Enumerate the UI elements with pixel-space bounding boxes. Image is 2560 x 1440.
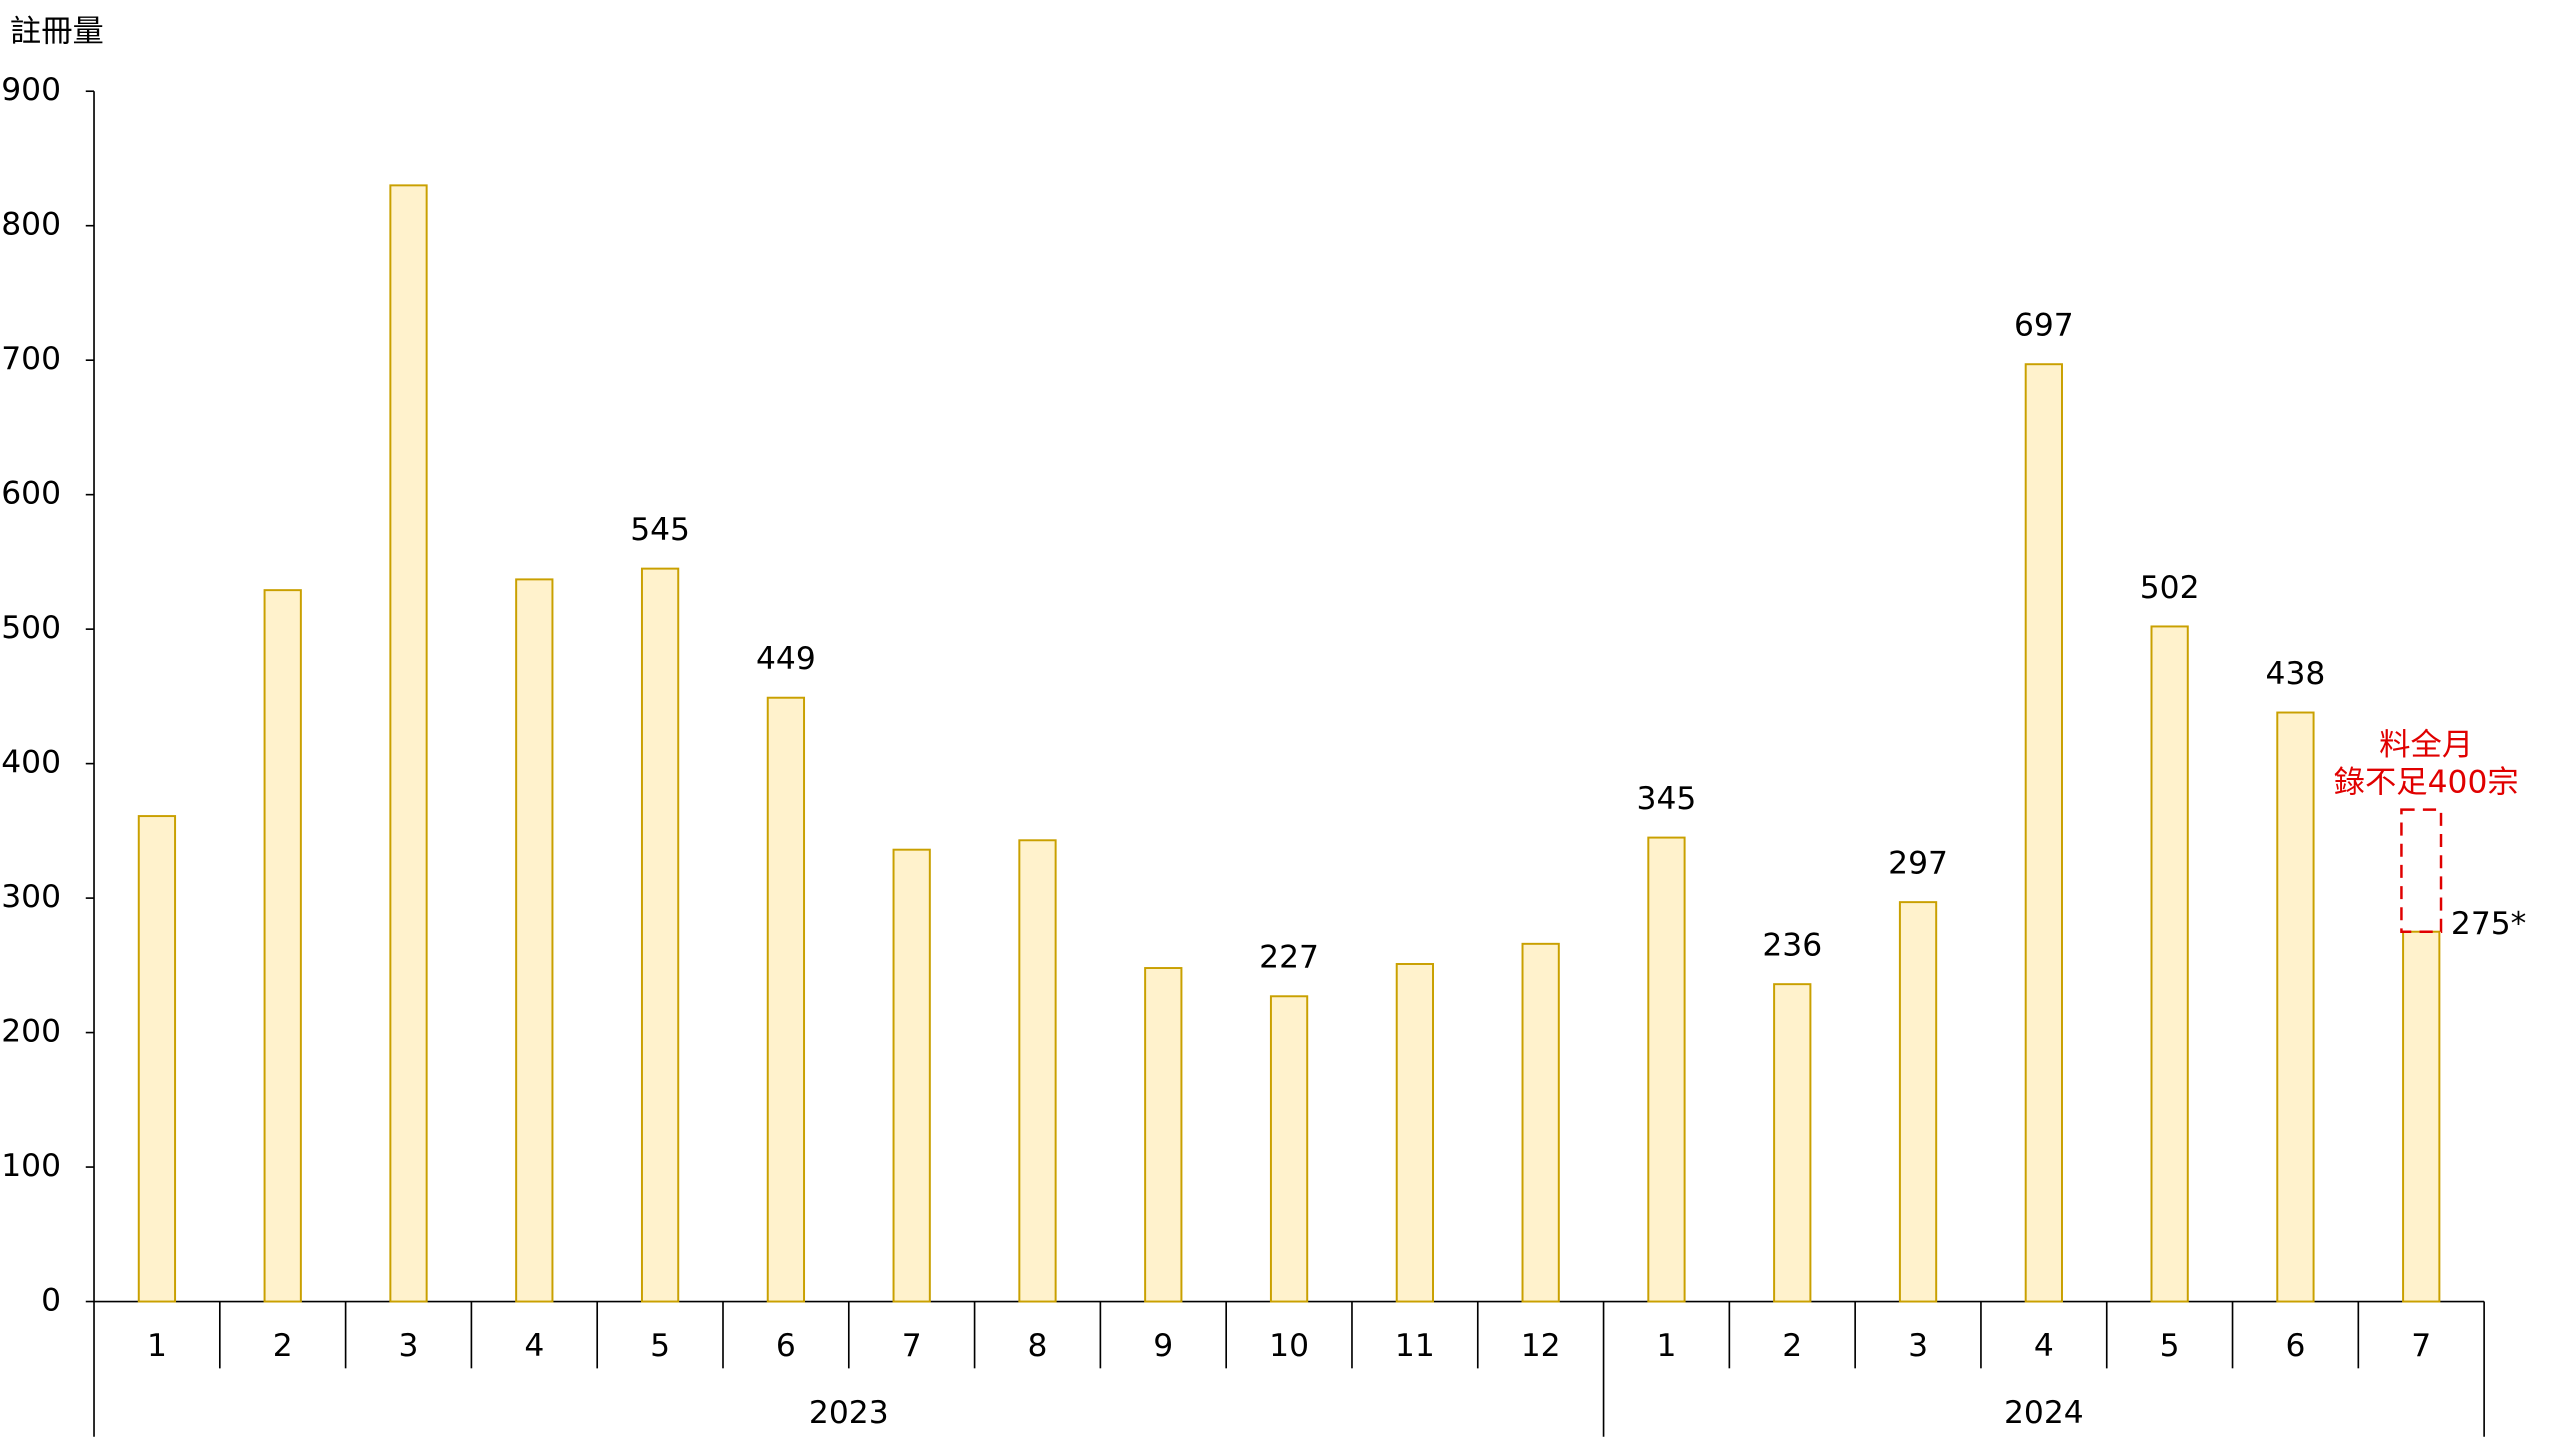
x-tick-label: 4: [524, 1328, 544, 1364]
bar: [2276, 711, 2315, 1303]
bar: [1898, 901, 1938, 1303]
annotation-text: 料全月: [2379, 727, 2473, 763]
bar: [1773, 983, 1812, 1303]
y-tick-label: 600: [1, 476, 61, 512]
y-tick-label: 200: [1, 1014, 61, 1050]
x-tick-label: 6: [2285, 1328, 2305, 1364]
bar: [1395, 963, 1435, 1303]
group-label: 2024: [2004, 1395, 2084, 1431]
bar: [2402, 930, 2441, 1303]
x-tick-label: 10: [1269, 1328, 1309, 1364]
bar: [2024, 363, 2063, 1303]
y-tick-label: 800: [1, 207, 61, 243]
x-tick-label: 2: [273, 1328, 293, 1364]
x-tick-label: 7: [902, 1328, 922, 1364]
y-axis-label: 註冊量: [10, 14, 104, 50]
bar: [389, 184, 428, 1303]
bar: [137, 815, 177, 1303]
x-tick-label: 5: [2160, 1328, 2180, 1364]
value-label: 227: [1259, 940, 1319, 976]
value-label: 297: [1888, 846, 1948, 882]
bar: [640, 567, 680, 1303]
bar: [1647, 836, 1686, 1303]
value-label: 275*: [2451, 906, 2526, 942]
x-tick-label: 6: [776, 1328, 796, 1364]
x-tick-label: 5: [650, 1328, 670, 1364]
bar: [1521, 942, 1560, 1303]
bar: [892, 848, 931, 1303]
x-tick-label: 3: [399, 1328, 419, 1364]
value-label: 236: [1762, 928, 1822, 964]
bar: [1018, 839, 1057, 1303]
bar: [2150, 625, 2189, 1303]
y-tick-label: 900: [1, 72, 61, 108]
x-tick-label: 12: [1521, 1328, 1561, 1364]
value-label: 502: [2140, 570, 2200, 606]
x-tick-label: 9: [1153, 1328, 1173, 1364]
value-label: 345: [1637, 781, 1697, 817]
y-tick-label: 700: [1, 341, 61, 377]
bar: [1144, 967, 1183, 1303]
value-label: 449: [756, 641, 816, 677]
annotation-text: 錄不足400宗: [2334, 765, 2519, 801]
x-tick-label: 8: [1028, 1328, 1048, 1364]
bar: [515, 578, 554, 1303]
y-tick-label: 100: [1, 1148, 61, 1184]
value-label: 697: [2014, 308, 2074, 344]
group-label: 2023: [809, 1395, 889, 1431]
y-tick-label: 0: [41, 1283, 61, 1319]
annotation-box: [2400, 808, 2443, 933]
x-tick-label: 2: [1782, 1328, 1802, 1364]
bar: [766, 696, 806, 1303]
x-tick-label: 1: [147, 1328, 167, 1364]
y-tick-label: 300: [1, 879, 61, 915]
value-label: 545: [630, 512, 690, 548]
x-tick-label: 11: [1395, 1328, 1435, 1364]
x-tick-label: 7: [2411, 1328, 2431, 1364]
value-label: 438: [2266, 656, 2326, 692]
bar: [1269, 995, 1309, 1303]
x-tick-label: 4: [2034, 1328, 2054, 1364]
y-tick-label: 500: [1, 610, 61, 646]
x-tick-label: 1: [1656, 1328, 1676, 1364]
y-tick-label: 400: [1, 745, 61, 781]
x-tick-label: 3: [1908, 1328, 1928, 1364]
bar: [263, 589, 302, 1303]
